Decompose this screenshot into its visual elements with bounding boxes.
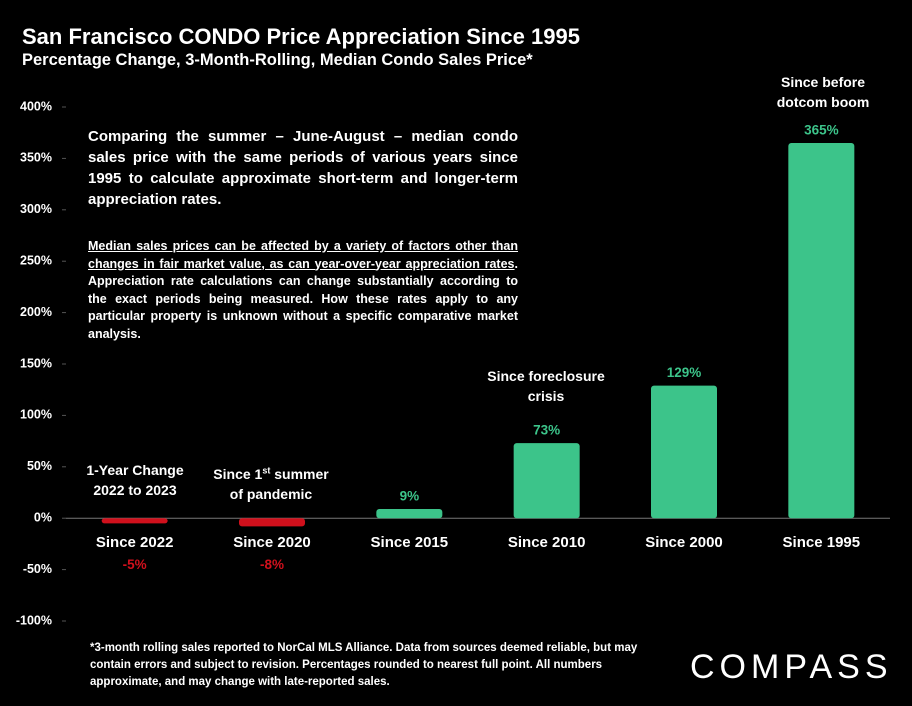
x-tick-label: Since 2022 [96,534,174,551]
y-tick-label: 150% [20,356,52,370]
bar [101,518,168,524]
value-label: -8% [260,557,284,572]
bar [513,443,580,519]
x-tick-label: Since 2000 [645,534,723,551]
y-tick-label: 250% [20,253,52,267]
value-label: -5% [123,557,147,572]
annotation: 1-Year Change 2022 to 2023 [86,462,184,498]
x-tick-label: Since 2015 [371,534,449,551]
chart-title: San Francisco CONDO Price Appreciation S… [22,24,580,49]
annotation: Since 1st summer of pandemic [206,464,336,504]
note-paragraph: Comparing the summer – June-August – med… [88,128,518,208]
annotation: Since before dotcom boom [776,74,870,110]
bar [239,518,305,527]
y-tick-label: -100% [16,613,52,627]
value-label: 9% [400,489,420,504]
bar [651,385,717,519]
y-tick-label: 100% [20,408,52,422]
logo: COMPASS [690,648,893,686]
y-tick-label: 0% [34,510,52,524]
bar [788,142,855,519]
y-tick-label: -50% [23,562,52,576]
value-label: 365% [804,123,839,138]
x-tick-label: Since 2010 [508,534,586,551]
value-label: 73% [533,423,560,438]
note-underlined: Median sales prices can be affected by a… [88,239,518,271]
annotation-superscript: st [262,465,271,476]
annotation: Since foreclosure crisis [487,368,605,404]
y-tick-label: 50% [27,459,52,473]
bar [376,508,443,519]
note-paragraph: Median sales prices can be affected by a… [88,238,518,343]
annotation-text: Since 1 [213,466,263,482]
y-tick-label: 300% [20,202,52,216]
x-tick-label: Since 2020 [233,534,311,551]
note-text: . Appreciation rate calculations can cha… [88,256,518,341]
value-label: 129% [667,365,702,380]
y-tick-label: 200% [20,305,52,319]
y-tick-label: 400% [20,99,52,113]
annotation-text: summer of pandemic [229,466,329,502]
y-tick-label: 350% [20,151,52,165]
chart-subtitle: Percentage Change, 3-Month-Rolling, Medi… [22,51,533,69]
x-tick-label: Since 1995 [783,534,861,551]
footnote: *3-month rolling sales reported to NorCa… [90,642,638,688]
